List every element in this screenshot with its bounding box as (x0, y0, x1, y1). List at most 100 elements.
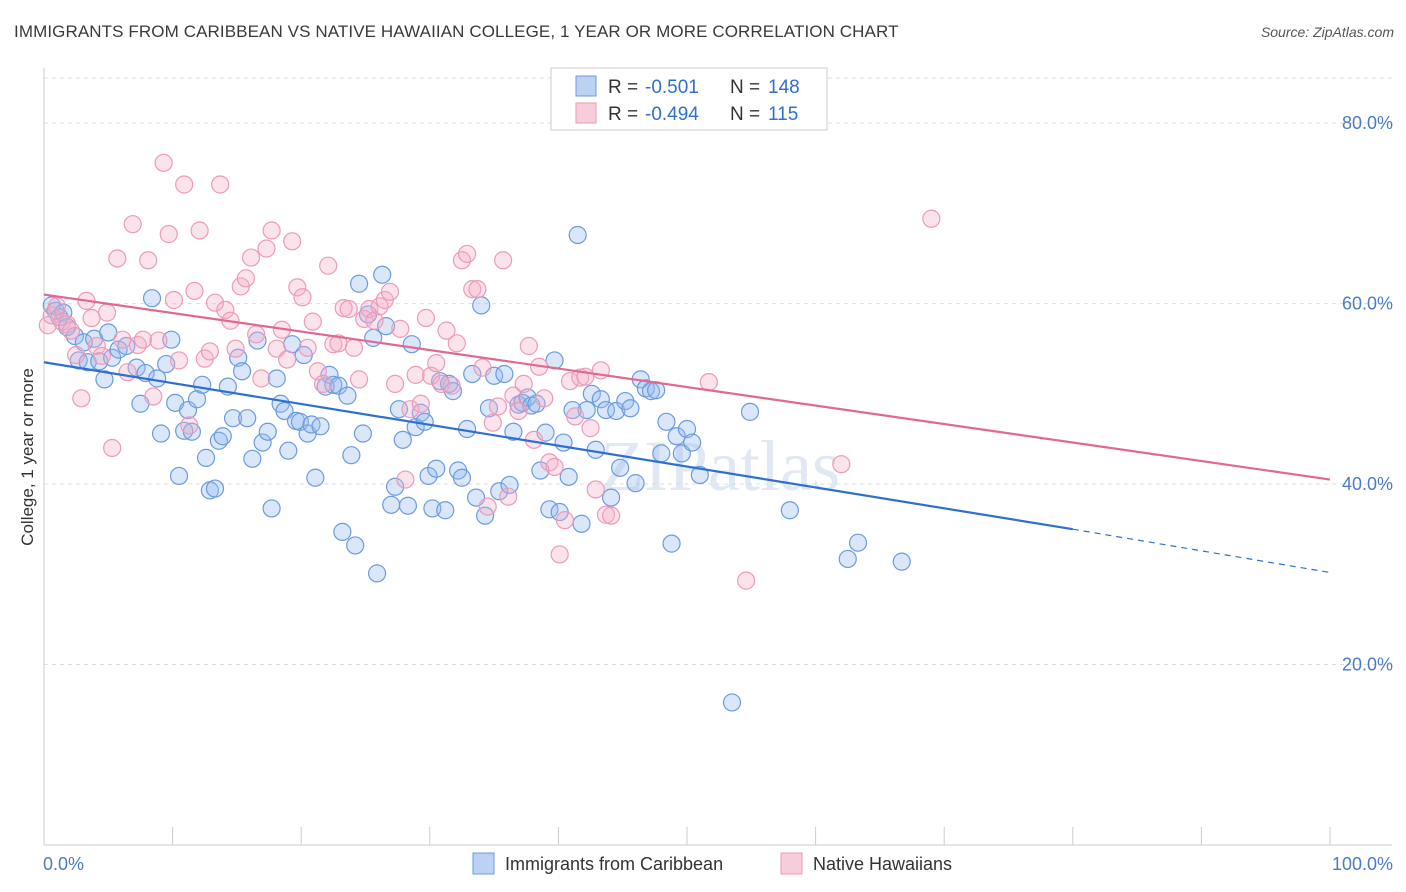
caribbean-point (213, 427, 232, 446)
hawaiian-point (391, 319, 410, 338)
series-swatch-blue (472, 852, 495, 875)
caribbean-point (472, 296, 491, 315)
hawaiian-point (385, 374, 405, 393)
caribbean-point (187, 390, 207, 409)
hawaiian-point (922, 209, 941, 228)
caribbean-point (780, 501, 799, 520)
caribbean-point (402, 335, 421, 354)
hawaiian-point (457, 244, 477, 264)
hawaiian-point (257, 239, 276, 258)
hawaiian-point (555, 511, 574, 530)
caribbean-point (848, 533, 868, 552)
hawaiian-point (128, 335, 147, 355)
caribbean-point (504, 422, 523, 441)
hawaiian-point (159, 225, 178, 244)
caribbean-point (367, 564, 387, 583)
caribbean-point (95, 370, 114, 389)
hawaiian-point (82, 308, 101, 328)
hawaiian-point (499, 487, 518, 506)
hawaiian-point (118, 363, 137, 382)
caribbean-point (662, 534, 681, 553)
hawaiian-point (190, 221, 209, 240)
caribbean-point (196, 448, 216, 467)
caribbean-point (427, 459, 446, 478)
hawaiian-point (349, 370, 369, 389)
hawaiian-point (293, 288, 312, 307)
legend-n-label: N = (730, 104, 760, 125)
hawaiian-point (365, 311, 384, 330)
hawaiian-point (277, 350, 297, 369)
legend-n-label: N = (730, 77, 760, 98)
caribbean-point (349, 274, 369, 293)
y-tick-label: 80.0% (1342, 113, 1393, 133)
caribbean-point (142, 289, 162, 308)
hawaiian-point (154, 153, 173, 172)
data-points (38, 153, 941, 712)
hawaiian-point (113, 330, 132, 349)
caribbean-point (602, 488, 621, 507)
hawaiian-point (514, 374, 533, 393)
caribbean-point (333, 522, 352, 541)
hawaiian-point (550, 545, 569, 564)
caribbean-point (572, 514, 591, 533)
legend-n-value: 148 (768, 77, 800, 98)
hawaiian-point (468, 280, 487, 299)
caribbean-point (243, 449, 262, 468)
x-tick-labels: 0.0% 100.0% (43, 854, 1393, 874)
hawaiian-point (509, 401, 528, 421)
hawaiian-point (416, 308, 436, 328)
caribbean-point (232, 362, 252, 381)
caribbean-point (329, 376, 348, 395)
caribbean-point (253, 433, 272, 452)
caribbean-point (346, 536, 365, 555)
hawaiian-point (164, 290, 183, 310)
legend-n-value: 115 (768, 104, 798, 125)
legend-r-value: -0.494 (645, 104, 699, 125)
caribbean-point (169, 466, 189, 486)
hawaiian-point (519, 336, 538, 356)
caribbean-point (740, 402, 760, 421)
source-label: Source: ZipAtlas.com (1260, 24, 1394, 40)
hawaiian-point (67, 345, 86, 365)
hawaiian-point (360, 299, 379, 319)
hawaiian-point (596, 505, 616, 524)
x-tick-label: 0.0% (43, 854, 84, 874)
hawaiian-point (427, 354, 446, 373)
legend-swatch-pink (575, 102, 597, 124)
caribbean-point (175, 421, 194, 440)
caribbean-point (385, 477, 405, 496)
hawaiian-point (180, 416, 199, 435)
y-tick-label: 60.0% (1342, 294, 1393, 314)
caribbean-point (559, 467, 578, 486)
hawaiian-point (42, 306, 61, 325)
caribbean-point (267, 369, 286, 388)
caribbean-point (306, 468, 325, 487)
trend-lines (43, 293, 1331, 574)
legend-r-value: -0.501 (645, 77, 699, 98)
hawaiian-point (581, 419, 600, 438)
caribbean-point (463, 364, 482, 384)
hawaiian-point (38, 316, 57, 335)
caribbean-point (223, 409, 243, 428)
hawaiian-point (97, 303, 117, 322)
hawaiian-point (406, 365, 425, 384)
hawaiian-point (478, 497, 497, 516)
hawaiian-point (401, 400, 420, 419)
caribbean-point (479, 399, 499, 418)
hawaiian-point (602, 506, 621, 525)
caribbean-point (536, 423, 555, 442)
stats-legend: R = -0.501 N = 148 R = -0.494 N = 115 (550, 67, 828, 131)
caribbean-point (677, 419, 697, 439)
caribbean-point (607, 401, 626, 421)
hawaiian-point (185, 281, 204, 301)
caribbean-point (490, 482, 509, 501)
y-tick-labels: 20.0% 40.0% 60.0% 80.0% (1342, 113, 1393, 674)
hawaiian-point (463, 280, 482, 299)
hawaiian-point (252, 369, 271, 388)
chart-title: IMMIGRANTS FROM CARIBBEAN VS NATIVE HAWA… (14, 22, 899, 41)
caribbean-point (248, 331, 267, 350)
hawaiian-point (241, 248, 261, 267)
hawaiian-point (298, 338, 317, 357)
hawaiian-point (92, 346, 111, 366)
